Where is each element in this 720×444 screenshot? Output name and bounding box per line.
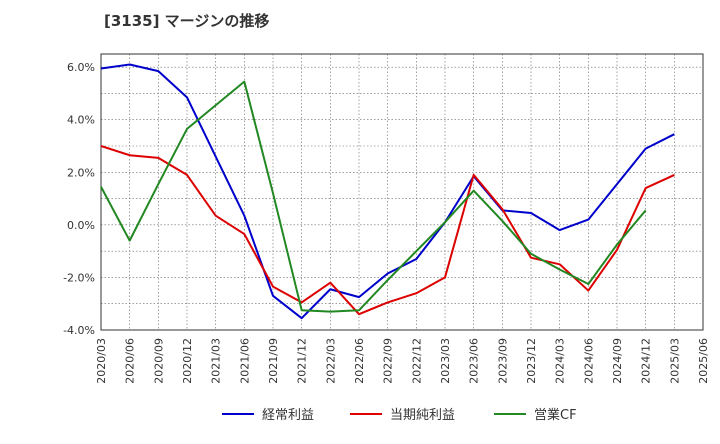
y-tick-label: 0.0% <box>67 219 95 232</box>
x-tick-label: 2022/12 <box>410 338 423 384</box>
series-line-3 <box>100 80 647 313</box>
x-tick-label: 2021/03 <box>210 338 223 384</box>
legend-label-2: 当期純利益 <box>390 408 455 423</box>
x-tick-label: 2020/12 <box>181 338 194 384</box>
y-tick-label: -2.0% <box>63 271 95 284</box>
y-tick-label: 2.0% <box>67 166 95 179</box>
x-tick-label: 2020/06 <box>124 338 137 384</box>
x-tick-label: 2025/06 <box>697 338 710 384</box>
x-tick-label: 2020/03 <box>95 338 108 384</box>
x-tick-label: 2023/09 <box>496 338 509 384</box>
x-tick-label: 2022/09 <box>382 338 395 384</box>
x-tick-label: 2023/12 <box>525 338 538 384</box>
x-tick-label: 2025/03 <box>668 338 681 384</box>
x-tick-label: 2020/09 <box>152 338 165 384</box>
x-tick-label: 2023/03 <box>439 338 452 384</box>
x-tick-label: 2021/06 <box>238 338 251 384</box>
legend-label-1: 経常利益 <box>262 408 314 423</box>
y-tick-label: 4.0% <box>67 114 95 127</box>
x-tick-label: 2024/03 <box>554 338 567 384</box>
chart-title: [3135] マージンの推移 <box>104 12 270 30</box>
y-tick-label: 6.0% <box>67 61 95 74</box>
y-tick-label: -4.0% <box>63 324 95 337</box>
plot-area <box>101 54 703 330</box>
x-tick-label: 2023/06 <box>468 338 481 384</box>
series-line-2 <box>100 145 675 316</box>
x-tick-label: 2022/06 <box>353 338 366 384</box>
x-tick-label: 2021/12 <box>296 338 309 384</box>
x-tick-label: 2024/12 <box>640 338 653 384</box>
legend-label-3: 営業CF <box>534 407 577 423</box>
plot-border <box>100 53 704 331</box>
series-line-1 <box>100 63 675 320</box>
x-tick-label: 2022/03 <box>324 338 337 384</box>
x-tick-label: 2021/09 <box>267 338 280 384</box>
x-tick-label: 2024/09 <box>611 338 624 384</box>
x-tick-label: 2024/06 <box>582 338 595 384</box>
